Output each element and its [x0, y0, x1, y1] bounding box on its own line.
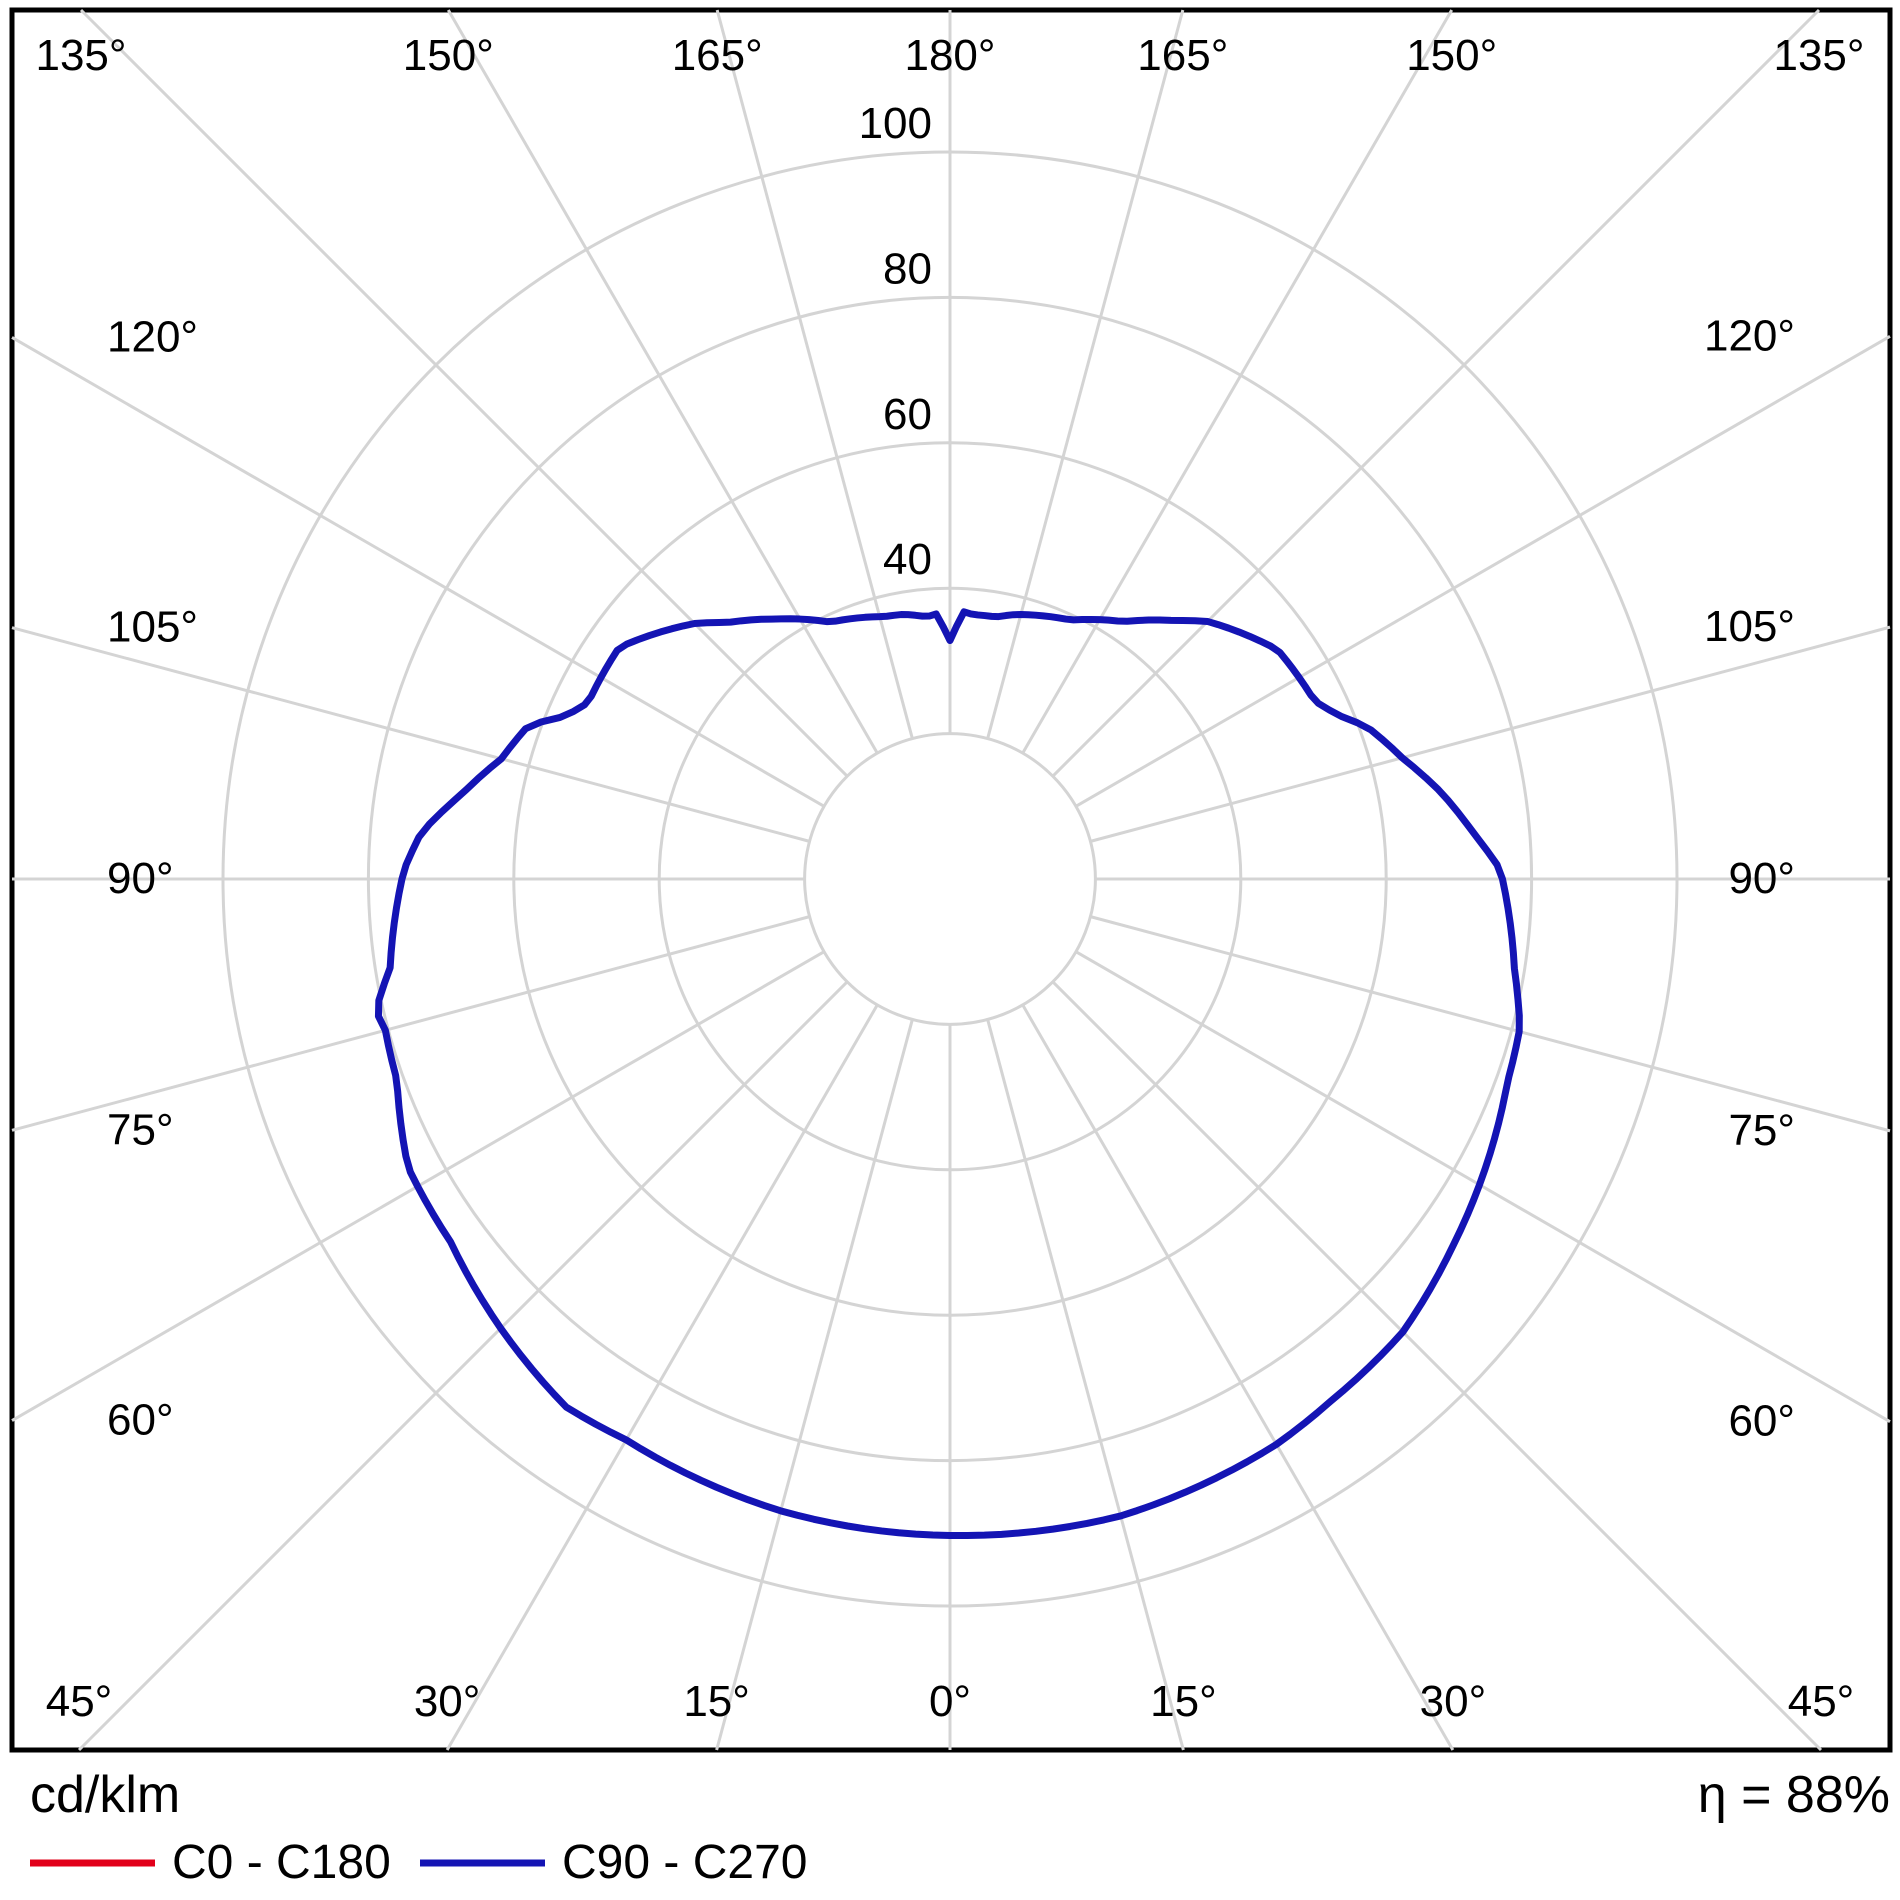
svg-text:150°: 150° — [1406, 31, 1497, 80]
svg-text:105°: 105° — [107, 603, 198, 652]
svg-text:75°: 75° — [1728, 1106, 1795, 1155]
svg-text:45°: 45° — [46, 1677, 113, 1726]
svg-text:165°: 165° — [672, 31, 763, 80]
svg-text:100: 100 — [859, 99, 932, 148]
svg-text:120°: 120° — [1704, 311, 1795, 360]
svg-text:0°: 0° — [929, 1677, 971, 1726]
svg-text:15°: 15° — [683, 1677, 750, 1726]
svg-text:C90 - C270: C90 - C270 — [562, 1836, 807, 1889]
svg-text:45°: 45° — [1788, 1677, 1855, 1726]
svg-text:60: 60 — [883, 390, 932, 439]
svg-text:30°: 30° — [1420, 1677, 1487, 1726]
svg-text:C0 - C180: C0 - C180 — [172, 1836, 391, 1889]
svg-text:135°: 135° — [35, 31, 126, 80]
svg-text:135°: 135° — [1773, 31, 1864, 80]
svg-text:165°: 165° — [1137, 31, 1228, 80]
svg-text:30°: 30° — [414, 1677, 481, 1726]
svg-text:180°: 180° — [904, 31, 995, 80]
svg-text:75°: 75° — [107, 1105, 174, 1154]
svg-text:η = 88%: η = 88% — [1698, 1766, 1890, 1824]
svg-text:80: 80 — [883, 244, 932, 293]
svg-text:60°: 60° — [1728, 1397, 1795, 1446]
svg-text:40: 40 — [883, 535, 932, 584]
svg-text:150°: 150° — [403, 31, 494, 80]
svg-text:120°: 120° — [107, 312, 198, 361]
svg-text:90°: 90° — [1728, 854, 1795, 903]
svg-text:90°: 90° — [107, 854, 174, 903]
svg-text:105°: 105° — [1704, 602, 1795, 651]
svg-text:15°: 15° — [1150, 1677, 1217, 1726]
svg-text:cd/klm: cd/klm — [30, 1766, 180, 1824]
svg-text:60°: 60° — [107, 1396, 174, 1445]
